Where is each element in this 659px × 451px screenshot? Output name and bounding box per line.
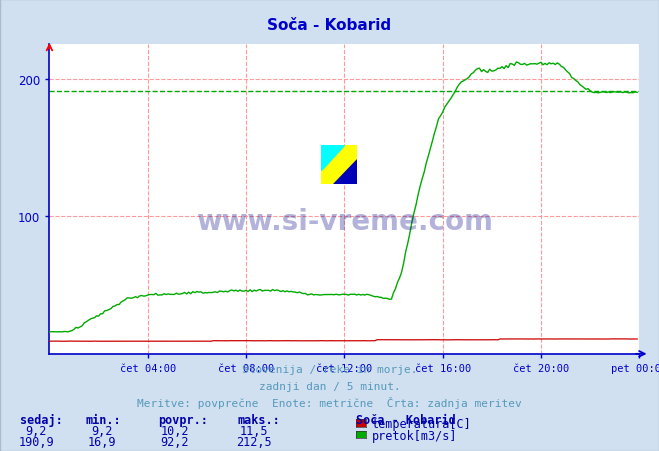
Text: Slovenija / reke in morje.: Slovenija / reke in morje. xyxy=(242,364,417,374)
Text: Soča - Kobarid: Soča - Kobarid xyxy=(268,18,391,33)
Text: 212,5: 212,5 xyxy=(236,435,272,448)
Text: min.:: min.: xyxy=(86,413,121,426)
Text: 16,9: 16,9 xyxy=(88,435,117,448)
Text: Meritve: povprečne  Enote: metrične  Črta: zadnja meritev: Meritve: povprečne Enote: metrične Črta:… xyxy=(137,396,522,408)
Text: pretok[m3/s]: pretok[m3/s] xyxy=(372,429,457,442)
Text: 10,2: 10,2 xyxy=(160,424,189,437)
Text: www.si-vreme.com: www.si-vreme.com xyxy=(196,207,493,235)
Text: 92,2: 92,2 xyxy=(160,435,189,448)
Text: Soča - Kobarid: Soča - Kobarid xyxy=(356,413,455,426)
Polygon shape xyxy=(333,159,357,184)
Text: 190,9: 190,9 xyxy=(18,435,54,448)
Text: 9,2: 9,2 xyxy=(92,424,113,437)
Text: zadnji dan / 5 minut.: zadnji dan / 5 minut. xyxy=(258,381,401,391)
Text: povpr.:: povpr.: xyxy=(158,413,208,426)
Text: 9,2: 9,2 xyxy=(26,424,47,437)
Text: sedaj:: sedaj: xyxy=(20,413,63,426)
Text: maks.:: maks.: xyxy=(237,413,280,426)
Text: 11,5: 11,5 xyxy=(239,424,268,437)
Text: temperatura[C]: temperatura[C] xyxy=(372,417,471,430)
Polygon shape xyxy=(321,146,344,170)
